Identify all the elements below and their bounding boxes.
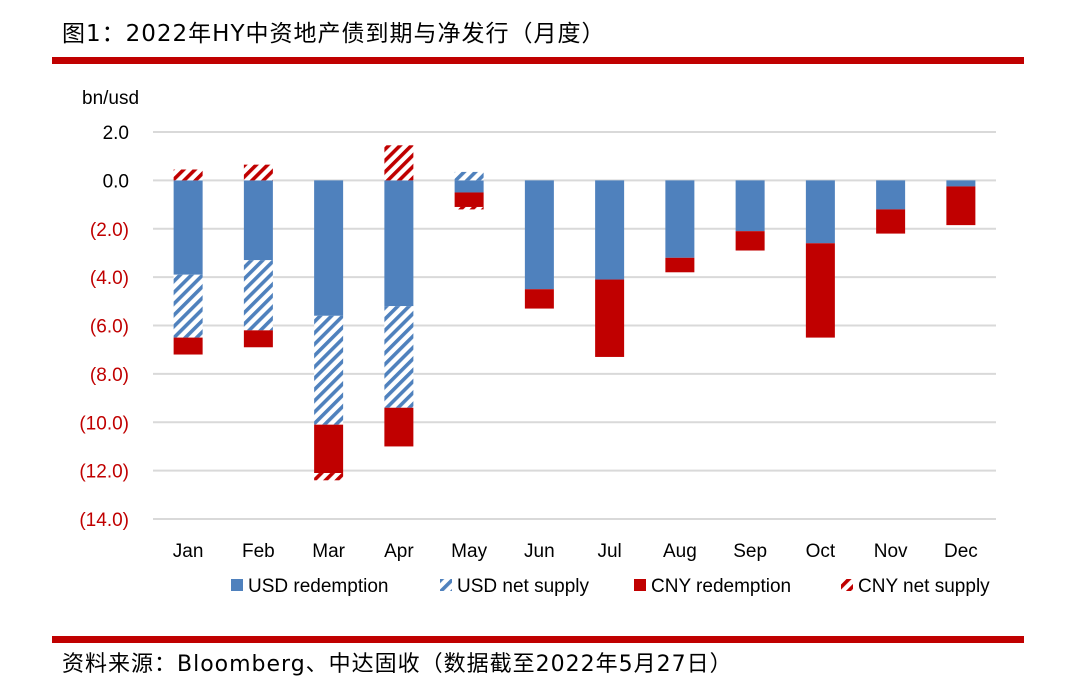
- bar-nov-usd-redemption: [876, 180, 906, 210]
- y-tick-label: (4.0): [90, 268, 129, 289]
- bar-jan-cny-redemption: [173, 337, 203, 355]
- bar-feb-usd-net-supply: [243, 260, 273, 331]
- gridlines: [153, 131, 996, 520]
- bar-oct-usd-redemption: [805, 180, 835, 244]
- y-axis-label: bn/usd: [82, 88, 139, 109]
- x-tick-label: Dec: [944, 541, 978, 562]
- bar-jan-usd-net-supply: [173, 274, 203, 338]
- y-tick-label: (12.0): [79, 462, 129, 483]
- x-tick-label: Jan: [173, 541, 204, 562]
- bar-may-usd-net-supply: [454, 171, 484, 181]
- x-tick-label: Jul: [597, 541, 621, 562]
- source-note: 资料来源：Bloomberg、中达固收（数据截至2022年5月27日）: [62, 652, 733, 677]
- title-rule: [52, 57, 1024, 64]
- x-tick-label: Apr: [384, 541, 414, 562]
- bar-jun-cny-redemption: [524, 289, 554, 309]
- chart-area: bn/usd 2.0 0.0 (2.0) (4.0) (6.0) (8.0) (10.0) (…: [79, 88, 996, 597]
- bar-nov-cny-redemption: [876, 209, 906, 234]
- bar-aug-usd-redemption: [665, 180, 695, 258]
- bar-jan-cny-net-supply: [173, 169, 203, 181]
- bar-apr-usd-net-supply: [384, 306, 414, 408]
- y-tick-label: (10.0): [79, 413, 129, 434]
- y-tick-label: (8.0): [90, 365, 129, 386]
- x-tick-label: Feb: [242, 541, 275, 562]
- bar-jul-usd-redemption: [595, 180, 625, 280]
- bar-apr-cny-net-supply: [384, 145, 414, 181]
- x-tick-label: Mar: [312, 541, 345, 562]
- legend-swatch: [841, 579, 853, 591]
- x-tick-label: May: [451, 541, 487, 562]
- chart-title: 图1：2022年HY中资地产债到期与净发行（月度）: [62, 21, 606, 47]
- bar-mar-usd-net-supply: [314, 315, 344, 425]
- bar-dec-usd-redemption: [946, 180, 976, 187]
- y-tick-label: (6.0): [90, 317, 129, 338]
- bar-apr-cny-redemption: [384, 407, 414, 447]
- bar-oct-cny-redemption: [805, 243, 835, 338]
- x-tick-label: Nov: [874, 541, 908, 562]
- x-tick-label: Aug: [663, 541, 697, 562]
- bar-mar-cny-redemption: [314, 424, 344, 474]
- y-tick-label: 0.0: [103, 171, 129, 192]
- legend-label: CNY redemption: [651, 576, 791, 597]
- legend-swatch: [440, 579, 452, 591]
- footer-rule: [52, 636, 1024, 643]
- legend: USD redemption USD net supply CNY redempti…: [231, 576, 990, 597]
- bar-sep-cny-redemption: [735, 231, 765, 251]
- bar-feb-cny-net-supply: [243, 164, 273, 181]
- legend-swatch: [231, 579, 243, 591]
- bar-may-usd-redemption: [454, 180, 484, 193]
- bar-sep-usd-redemption: [735, 180, 765, 232]
- bar-mar-cny-net-supply: [314, 473, 344, 481]
- bar-jun-usd-redemption: [524, 180, 554, 290]
- legend-label: USD redemption: [248, 576, 388, 597]
- x-tick-label: Sep: [733, 541, 767, 562]
- y-tick-label: (14.0): [79, 510, 129, 531]
- legend-label: USD net supply: [457, 576, 590, 597]
- y-tick-label: (2.0): [90, 220, 129, 241]
- bar-may-cny-redemption: [454, 192, 484, 207]
- x-tick-label: Jun: [524, 541, 555, 562]
- bar-mar-usd-redemption: [314, 180, 344, 316]
- bar-apr-usd-redemption: [384, 180, 414, 307]
- legend-label: CNY net supply: [858, 576, 990, 597]
- bar-may-cny-net-supply: [454, 206, 484, 210]
- bar-feb-usd-redemption: [243, 180, 273, 261]
- bar-jan-usd-redemption: [173, 180, 203, 275]
- x-tick-label: Oct: [806, 541, 836, 562]
- bar-feb-cny-redemption: [243, 330, 273, 348]
- legend-swatch: [634, 579, 646, 591]
- y-tick-label: 2.0: [103, 123, 129, 144]
- bar-aug-cny-redemption: [665, 257, 695, 273]
- x-tick-labels: Jan Feb Mar Apr May Jun Jul Aug Sep Oct Nov Dec: [173, 541, 978, 562]
- bar-jul-cny-redemption: [595, 279, 625, 357]
- bars: [173, 145, 976, 481]
- y-tick-labels: 2.0 0.0 (2.0) (4.0) (6.0) (8.0) (10.0) (12.0) (1…: [79, 123, 129, 531]
- bar-dec-cny-redemption: [946, 186, 976, 226]
